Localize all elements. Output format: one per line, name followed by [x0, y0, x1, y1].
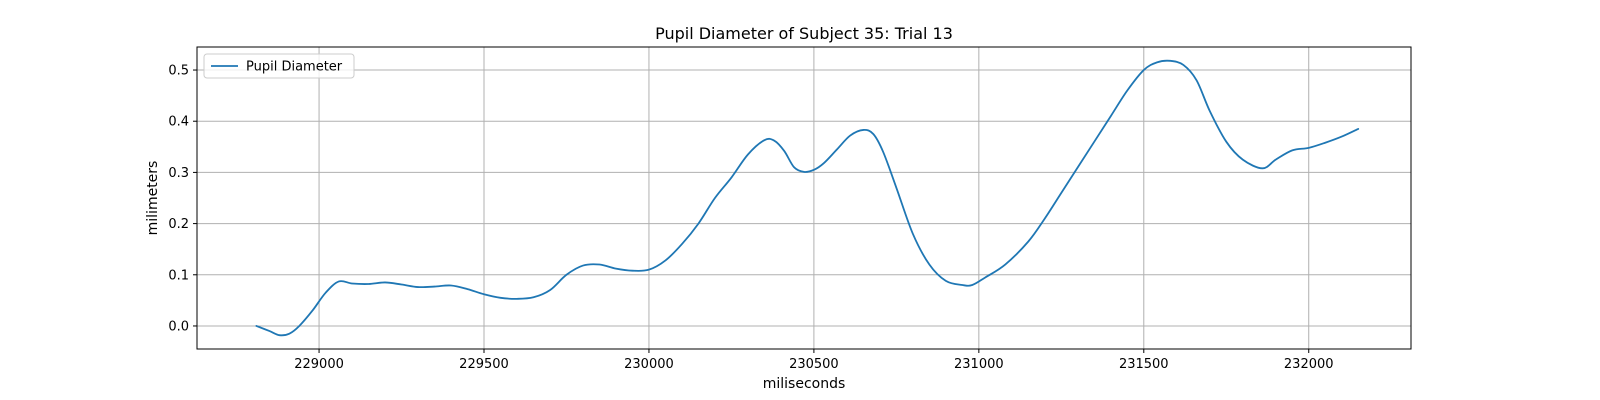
x-tick-label: 231000 — [954, 357, 1004, 372]
x-tick-label: 231500 — [1119, 357, 1169, 372]
legend-label-pupil-diameter: Pupil Diameter — [246, 60, 343, 75]
series-line-pupil-diameter — [255, 59, 1360, 337]
x-axis: 229000 229500 230000 230500 231000 231500 2320… — [294, 349, 1334, 372]
y-tick-label: 0.5 — [168, 64, 189, 79]
chart-title: Pupil Diameter of Subject 35: Trial 13 — [655, 24, 953, 43]
y-tick-label: 0.4 — [168, 115, 189, 130]
y-tick-label: 0.3 — [168, 166, 189, 181]
x-axis-label: miliseconds — [763, 376, 846, 392]
y-axis: 0.0 0.1 0.2 0.3 0.4 0.5 — [168, 64, 197, 334]
y-tick-label: 0.0 — [168, 319, 189, 334]
x-tick-label: 230500 — [789, 357, 839, 372]
y-tick-label: 0.1 — [168, 268, 189, 283]
grid — [197, 47, 1411, 349]
plot-area — [196, 46, 1412, 350]
x-tick-label: 229000 — [294, 357, 344, 372]
x-tick-label: 229500 — [459, 357, 509, 372]
y-tick-label: 0.2 — [168, 217, 189, 232]
legend: Pupil Diameter — [203, 53, 355, 79]
x-tick-label: 232000 — [1284, 357, 1334, 372]
x-tick-label: 230000 — [624, 357, 674, 372]
y-axis-label: milimeters — [145, 161, 161, 236]
legend-box — [203, 53, 355, 79]
